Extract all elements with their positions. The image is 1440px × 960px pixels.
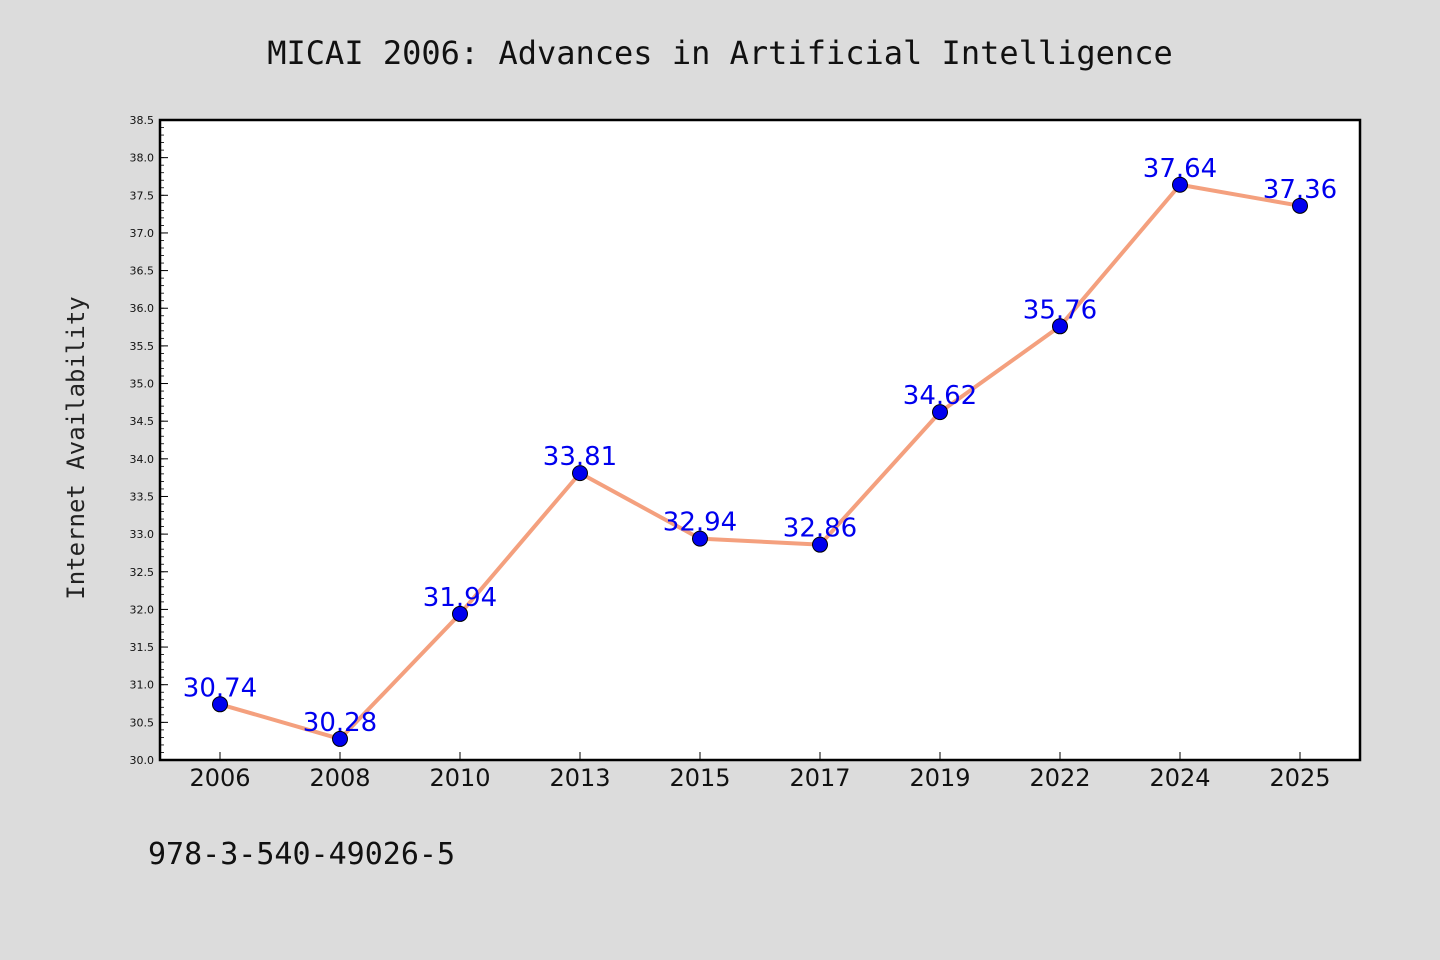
plot-frame — [158, 118, 1362, 762]
data-label: 30.28 — [303, 708, 377, 738]
data-point — [1172, 176, 1188, 193]
y-tick-label: 32.5 — [130, 566, 155, 579]
y-tick-label: 37.5 — [130, 189, 155, 202]
data-point — [1052, 318, 1068, 335]
plot-area — [160, 120, 1360, 760]
data-label: 35.76 — [1023, 295, 1097, 325]
y-tick-label: 34.5 — [130, 415, 155, 428]
y-tick-label: 33.5 — [130, 490, 155, 503]
data-point — [932, 404, 948, 421]
x-tick-label: 2010 — [429, 764, 490, 792]
data-label: 34.62 — [903, 381, 977, 411]
data-label: 31.94 — [423, 583, 497, 613]
x-axis-ticks: 2006 2008 2010 2013 2015 2017 2019 2022 2024 2025 — [189, 752, 1331, 792]
x-tick-label: 2022 — [1029, 764, 1090, 792]
data-markers — [212, 176, 1308, 747]
data-point — [332, 730, 348, 747]
y-tick-label: 35.5 — [130, 340, 155, 353]
x-tick-label: 2006 — [189, 764, 250, 792]
y-tick-label: 33.0 — [130, 528, 155, 541]
series-line — [218, 182, 1302, 741]
data-point — [572, 465, 588, 482]
y-tick-label: 37.0 — [130, 227, 155, 240]
footer-isbn: 978-3-540-49026-5 — [148, 837, 455, 872]
data-labels: 30.74 30.28 31.94 33.81 32.94 32.86 34.62 35.76… — [183, 154, 1337, 738]
data-point — [692, 530, 708, 547]
y-tick-label: 30.0 — [130, 754, 155, 767]
data-label: 37.36 — [1263, 175, 1337, 205]
y-axis-label: Internet Availability — [62, 296, 90, 599]
data-point — [1292, 197, 1308, 214]
y-tick-label: 36.0 — [130, 302, 155, 315]
y-tick-label: 31.5 — [130, 641, 155, 654]
y-tick-label: 34.0 — [130, 453, 155, 466]
x-tick-label: 2025 — [1269, 764, 1330, 792]
data-label: 30.74 — [183, 673, 257, 703]
y-tick-label: 30.5 — [130, 716, 155, 729]
y-tick-label: 38.0 — [130, 152, 155, 165]
y-tick-label: 36.5 — [130, 265, 155, 278]
data-point — [452, 605, 468, 622]
data-label: 33.81 — [543, 442, 617, 472]
x-tick-label: 2017 — [789, 764, 850, 792]
y-tick-label: 32.0 — [130, 603, 155, 616]
data-point — [812, 536, 828, 553]
y-tick-label: 35.0 — [130, 378, 155, 391]
x-tick-label: 2008 — [309, 764, 370, 792]
y-tick-label: 31.0 — [130, 679, 155, 692]
data-label: 32.94 — [663, 508, 737, 538]
data-label: 37.64 — [1143, 154, 1217, 184]
chart-title: MICAI 2006: Advances in Artificial Intel… — [267, 34, 1172, 72]
data-label: 32.86 — [783, 514, 857, 544]
x-tick-label: 2019 — [909, 764, 970, 792]
x-tick-label: 2024 — [1149, 764, 1210, 792]
x-tick-label: 2013 — [549, 764, 610, 792]
y-axis-ticks: 30.0 30.5 31.0 31.5 32.0 32.5 33.0 33.5 34.0 34.5… — [130, 114, 168, 767]
data-point — [212, 696, 228, 713]
x-tick-label: 2015 — [669, 764, 730, 792]
y-tick-label: 38.5 — [130, 114, 155, 127]
